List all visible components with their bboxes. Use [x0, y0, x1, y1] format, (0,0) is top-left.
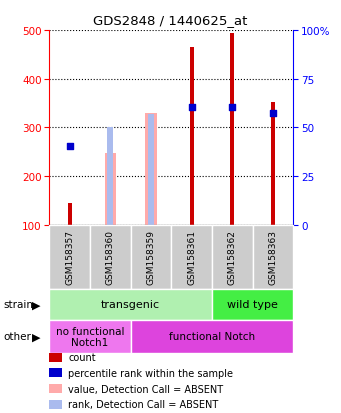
Text: GDS2848 / 1440625_at: GDS2848 / 1440625_at	[93, 14, 248, 27]
Bar	[107, 128, 114, 225]
Bar	[145, 114, 157, 225]
Text: transgenic: transgenic	[101, 299, 160, 310]
Point	[67, 143, 73, 150]
Bar	[105, 153, 116, 225]
Text: GSM158362: GSM158362	[228, 230, 237, 285]
Text: ▶: ▶	[32, 332, 41, 342]
Text: count: count	[68, 352, 96, 362]
Text: functional Notch: functional Notch	[169, 332, 255, 342]
Text: no functional
Notch1: no functional Notch1	[56, 326, 124, 347]
Point	[189, 104, 194, 111]
Point	[270, 111, 276, 117]
Bar	[271, 102, 275, 225]
Text: GSM158357: GSM158357	[65, 230, 74, 285]
Text: percentile rank within the sample: percentile rank within the sample	[68, 368, 233, 378]
Point	[229, 105, 235, 112]
Text: GSM158360: GSM158360	[106, 230, 115, 285]
Text: wild type: wild type	[227, 299, 278, 310]
Text: rank, Detection Call = ABSENT: rank, Detection Call = ABSENT	[68, 399, 219, 409]
Text: GSM158361: GSM158361	[187, 230, 196, 285]
Text: strain: strain	[3, 299, 33, 310]
Text: value, Detection Call = ABSENT: value, Detection Call = ABSENT	[68, 384, 223, 394]
Bar	[148, 114, 154, 225]
Bar	[68, 203, 72, 225]
Bar	[230, 34, 234, 225]
Text: GSM158359: GSM158359	[147, 230, 155, 285]
Text: ▶: ▶	[32, 299, 41, 310]
Bar	[190, 48, 194, 225]
Text: other: other	[3, 332, 31, 342]
Text: GSM158363: GSM158363	[268, 230, 278, 285]
